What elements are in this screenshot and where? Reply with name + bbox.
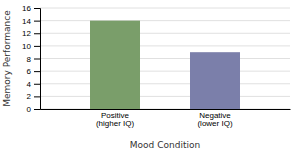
y-tick-label: 10 — [22, 42, 31, 51]
y-tick: 12 — [22, 29, 40, 38]
y-tick-label: 2 — [27, 92, 32, 101]
x-axis-line — [41, 109, 291, 110]
y-tick-mark — [34, 59, 40, 60]
y-tick-label: 0 — [27, 105, 32, 114]
y-tick-mark — [34, 71, 40, 72]
y-tick: 0 — [27, 105, 40, 114]
grid — [40, 8, 290, 109]
y-tick-mark — [34, 46, 40, 47]
y-tick: 2 — [27, 92, 40, 101]
y-tick: 14 — [22, 17, 40, 26]
grid-line — [40, 45, 290, 46]
x-tick-label-line: (higher IQ) — [96, 119, 135, 128]
bars — [90, 21, 240, 109]
y-tick: 4 — [27, 80, 40, 89]
chart-container: 0 2 4 6 8 10 12 14 16 Positive(higher IQ) Negative… — [0, 0, 300, 151]
grid-line — [40, 71, 290, 72]
y-tick-mark — [34, 33, 40, 34]
grid-line — [40, 8, 290, 9]
x-tick-label-line: Positive — [101, 111, 130, 120]
y-axis-title: Memory Performance — [2, 10, 12, 107]
y-tick-label: 12 — [22, 29, 31, 38]
y-tick-label: 16 — [22, 4, 31, 13]
x-axis-title: Mood Condition — [130, 140, 200, 150]
y-tick-label: 8 — [27, 55, 32, 64]
y-tick-mark — [34, 96, 40, 97]
x-tick: Negative(lower IQ) — [197, 109, 232, 128]
x-tick-label-line: Negative — [199, 111, 231, 120]
x-tick: Positive(higher IQ) — [96, 109, 135, 128]
y-tick-label: 6 — [27, 67, 32, 76]
y-axis: 0 2 4 6 8 10 12 14 16 — [22, 4, 40, 114]
chart-svg: 0 2 4 6 8 10 12 14 16 Positive(higher IQ) Negative… — [0, 0, 300, 151]
y-tick-label: 4 — [27, 80, 32, 89]
plot: 0 2 4 6 8 10 12 14 16 Positive(higher IQ) Negative… — [22, 4, 290, 128]
grid-line — [40, 109, 290, 110]
grid-line — [40, 20, 290, 21]
y-tick: 6 — [27, 67, 40, 76]
x-tick-label: Positive(higher IQ) — [96, 111, 135, 129]
grid-line — [40, 83, 290, 84]
y-tick: 8 — [27, 55, 40, 64]
y-tick: 10 — [22, 42, 40, 51]
y-axis-line — [34, 9, 41, 110]
bar — [190, 52, 240, 109]
x-tick-label: Negative(lower IQ) — [197, 111, 232, 129]
grid-line — [40, 33, 290, 34]
bar — [90, 21, 140, 109]
y-tick-mark — [34, 109, 40, 110]
y-tick: 16 — [22, 4, 40, 13]
x-axis: Positive(higher IQ) Negative(lower IQ) — [41, 109, 291, 128]
y-tick-mark — [34, 21, 40, 22]
x-tick-label-line: (lower IQ) — [197, 119, 232, 128]
y-tick-label: 14 — [22, 17, 31, 26]
y-tick-mark — [34, 84, 40, 85]
grid-line — [40, 96, 290, 97]
y-tick-mark — [34, 8, 40, 9]
grid-line — [40, 58, 290, 59]
